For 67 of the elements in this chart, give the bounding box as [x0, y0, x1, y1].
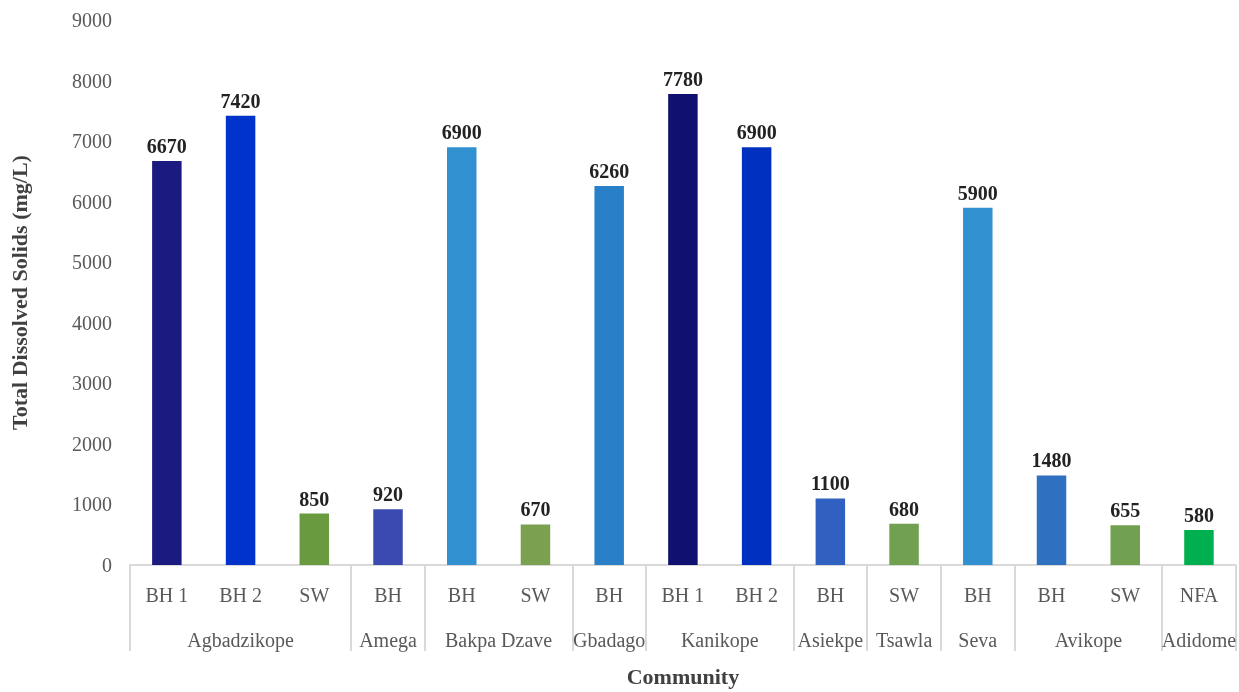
data-label: 6670	[146, 135, 187, 158]
bar	[668, 93, 698, 565]
x-tick-label: BH 2	[219, 584, 262, 606]
bar	[963, 207, 993, 565]
y-tick-label: 3000	[72, 372, 112, 395]
text: Asiekpe	[797, 629, 864, 652]
text: Adidome	[1161, 629, 1237, 651]
data-label: 6900	[736, 121, 777, 144]
y-tick-label: 2000	[72, 432, 112, 455]
bar	[594, 185, 624, 565]
data-label: 1480	[1031, 449, 1072, 472]
data-label: 680	[889, 497, 920, 520]
text: Tsawla	[875, 629, 933, 651]
x-tick-label: SW	[889, 584, 920, 606]
x-tick-label: BH	[1037, 584, 1066, 606]
bar	[447, 147, 477, 565]
x-tick-label: BH 1	[661, 584, 705, 606]
data-label: 655	[1110, 499, 1141, 522]
x-tick-label: SW	[520, 584, 551, 606]
bar	[225, 115, 256, 565]
x-tick-label: BH	[816, 584, 845, 606]
data-label: 7420	[220, 89, 261, 112]
data-label: 920	[373, 483, 404, 506]
x-tick-label: BH	[447, 584, 476, 606]
bar	[299, 513, 330, 565]
bar	[815, 498, 846, 565]
text: Agbadzikope	[187, 629, 295, 652]
data-label: 580	[1183, 503, 1214, 526]
data-label: 670	[520, 498, 551, 521]
bar	[152, 161, 182, 565]
bar	[1110, 525, 1140, 565]
data-label: 5900	[957, 181, 998, 204]
x-tick-label: BH 2	[735, 584, 779, 606]
y-tick-label: 0	[102, 554, 112, 576]
x-tick-label: SW	[299, 584, 330, 606]
data-label: 6260	[589, 159, 630, 182]
data-label: 850	[299, 487, 330, 510]
y-tick-label: 4000	[72, 311, 112, 334]
x-tick-label: BH 1	[145, 584, 189, 606]
text: Kanikope	[680, 629, 759, 652]
text: Amega	[359, 629, 418, 652]
y-tick-label: 7000	[72, 130, 112, 153]
x-tick-label: BH	[595, 584, 624, 606]
text: Seva	[958, 629, 998, 651]
data-label: 7780	[662, 67, 703, 90]
bar	[1184, 529, 1214, 565]
x-tick-label: BH	[374, 584, 402, 606]
bar	[520, 524, 551, 565]
text: Gbadago	[573, 629, 646, 652]
y-axis-title: Total Dissolved Solids (mg/L)	[6, 155, 32, 430]
y-tick-label: 6000	[72, 190, 112, 213]
bar	[889, 523, 919, 565]
data-label: 1100	[810, 472, 850, 495]
y-tick-label: 5000	[72, 251, 112, 274]
text: Bakpa Dzave	[445, 629, 553, 652]
x-axis-title: Community	[626, 663, 740, 689]
data-label: 6900	[441, 121, 482, 144]
y-tick-label: 1000	[72, 493, 112, 516]
text: Avikope	[1054, 629, 1123, 652]
x-tick-label: BH	[963, 584, 992, 606]
x-tick-label: NFA	[1179, 584, 1219, 606]
bar	[741, 147, 772, 565]
bar	[1036, 475, 1067, 565]
x-tick-label: SW	[1110, 584, 1141, 606]
y-tick-label: 9000	[72, 9, 112, 31]
y-tick-label: 8000	[72, 69, 112, 92]
bar	[373, 509, 403, 565]
